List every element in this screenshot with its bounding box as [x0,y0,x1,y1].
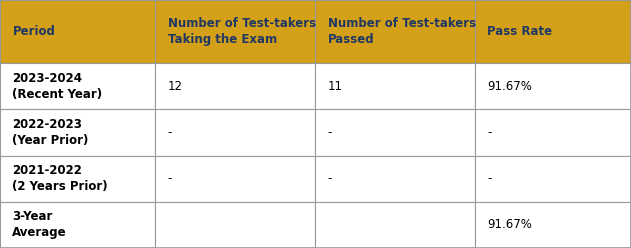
Bar [0,156,155,202]
Bar [155,202,315,248]
Bar [0,202,155,248]
Text: -: - [327,172,332,185]
Text: Pass Rate: Pass Rate [488,25,553,38]
Text: Number of Test-takers
Taking the Exam: Number of Test-takers Taking the Exam [168,17,316,46]
Text: -: - [327,126,332,139]
Bar [475,0,631,63]
Bar [315,202,475,248]
Text: 2021-2022
(2 Years Prior): 2021-2022 (2 Years Prior) [13,164,108,193]
Bar [315,156,475,202]
Text: -: - [168,126,172,139]
Bar [0,63,155,109]
Text: 91.67%: 91.67% [488,218,533,231]
Bar [0,0,155,63]
Text: -: - [488,172,492,185]
Text: 12: 12 [168,80,183,93]
Text: Number of Test-takers
Passed: Number of Test-takers Passed [327,17,476,46]
Text: 91.67%: 91.67% [488,80,533,93]
Text: -: - [168,172,172,185]
Bar [315,0,475,63]
Bar [155,109,315,156]
Text: Period: Period [13,25,56,38]
Text: -: - [488,126,492,139]
Bar [475,109,631,156]
Text: 3-Year
Average: 3-Year Average [13,210,67,239]
Bar [315,63,475,109]
Bar [155,63,315,109]
Bar [475,63,631,109]
Bar [315,109,475,156]
Bar [475,156,631,202]
Text: 11: 11 [327,80,343,93]
Text: 2022-2023
(Year Prior): 2022-2023 (Year Prior) [13,118,89,147]
Bar [0,109,155,156]
Bar [155,156,315,202]
Text: 2023-2024
(Recent Year): 2023-2024 (Recent Year) [13,72,102,101]
Bar [155,0,315,63]
Bar [475,202,631,248]
